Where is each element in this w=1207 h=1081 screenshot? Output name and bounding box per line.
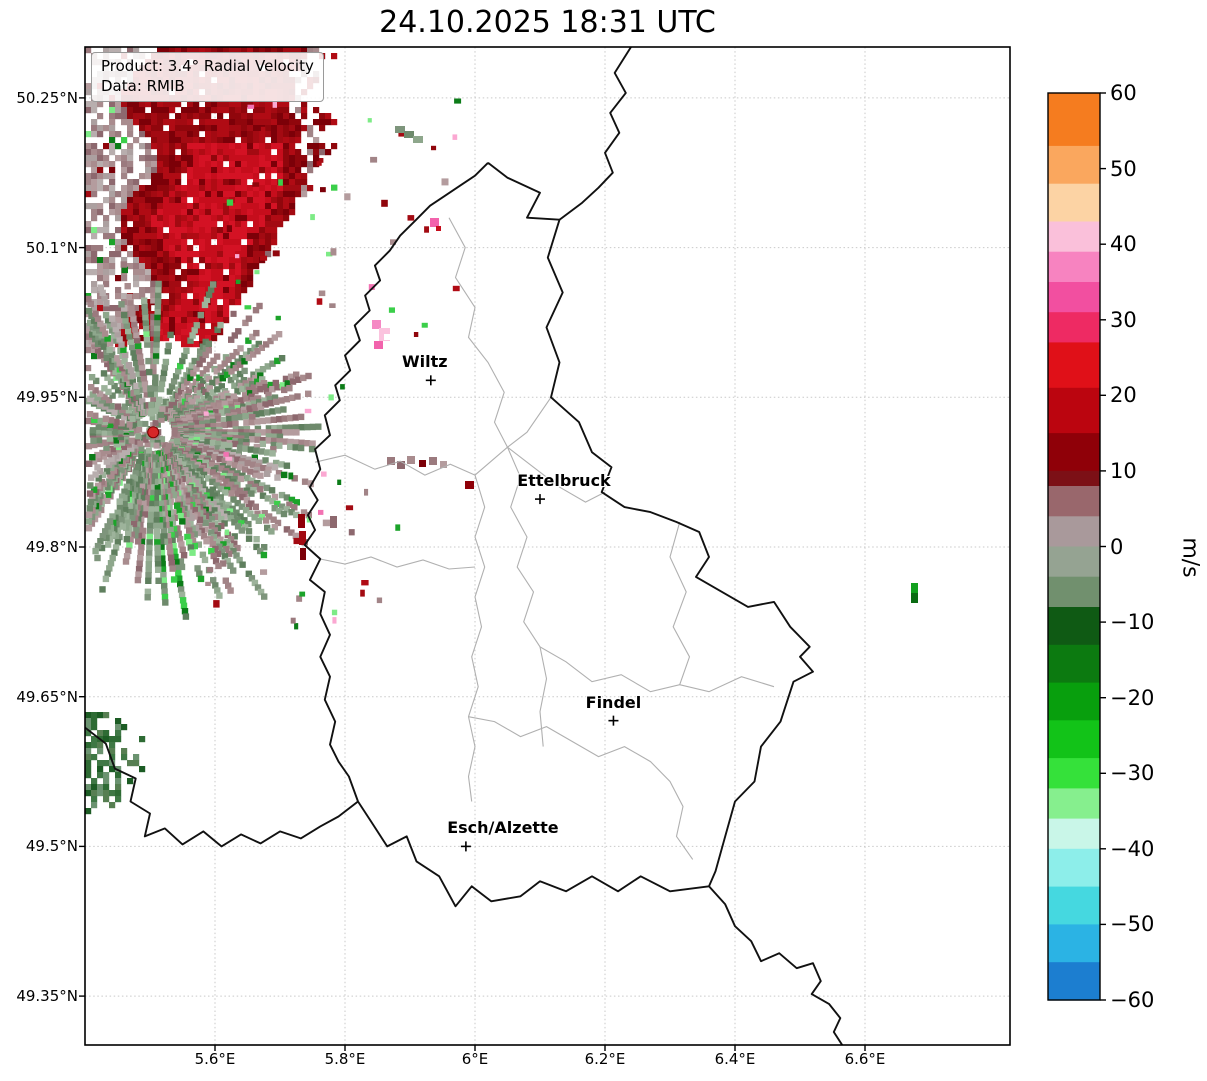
colorbar-units-label: m/s (1177, 537, 1203, 578)
plot-frame (84, 46, 1011, 1046)
grid-lines (85, 47, 1010, 1045)
figure-title: 24.10.2025 18:31 UTC (379, 5, 716, 40)
axis-ticks (79, 97, 866, 1051)
city-markers (425, 375, 619, 852)
radar-site-marker (147, 426, 160, 439)
country-borders (85, 47, 843, 1045)
data-source-line: Data: RMIB (101, 77, 185, 96)
colorbar (1047, 92, 1106, 1001)
product-info-box: Product: 3.4° Radial Velocity Data: RMIB (91, 52, 324, 102)
district-borders (314, 217, 775, 860)
product-info-line: Product: 3.4° Radial Velocity (101, 57, 314, 75)
